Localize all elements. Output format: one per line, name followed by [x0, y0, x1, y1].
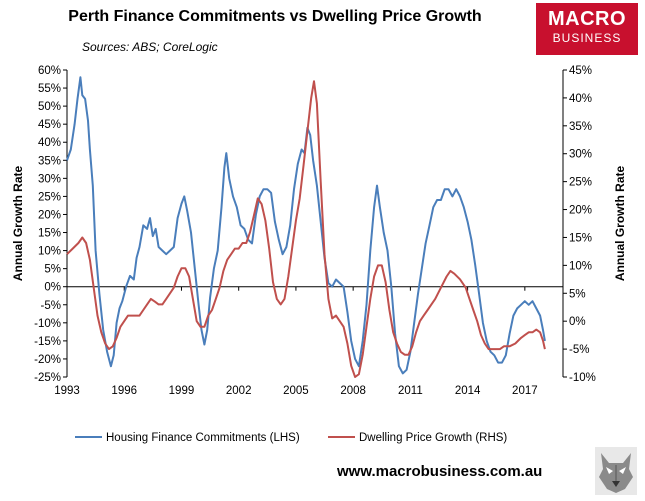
macrobusiness-logo: MACRO BUSINESS — [536, 3, 638, 55]
y-right-tick-label: 40% — [569, 93, 592, 105]
legend-label-2: Dwelling Price Growth (RHS) — [359, 432, 507, 444]
chart-ticks: 60% 55% 50% 45% 40% 35% 30% 25% 20% 15% 10% 5% 0% -5%… — [34, 65, 596, 397]
x-tick-label: 1999 — [169, 385, 195, 397]
x-tick-label: 2002 — [226, 385, 252, 397]
wolf-head-icon — [595, 447, 637, 495]
y-left-tick-label: 5% — [44, 264, 61, 276]
y-axis-label-left: Annual Growth Rate — [11, 166, 25, 282]
y-left-tick-label: -5% — [41, 300, 61, 312]
y-right-tick-label: 5% — [569, 288, 586, 300]
chart-axes — [66, 70, 564, 377]
series-line-1 — [66, 76, 546, 375]
y-left-tick-label: -25% — [34, 372, 61, 384]
y-left-tick-label: -20% — [34, 354, 61, 366]
chart-lines — [66, 76, 546, 378]
y-right-tick-label: 25% — [569, 177, 592, 189]
x-tick-label: 1993 — [54, 385, 80, 397]
y-left-tick-label: 10% — [38, 246, 61, 258]
y-left-tick-label: 20% — [38, 209, 61, 221]
x-tick-label: 2011 — [398, 385, 423, 397]
chart-legend: Housing Finance Commitments (LHS) Dwellin… — [75, 432, 507, 444]
x-tick-label: 2014 — [455, 385, 481, 397]
y-left-tick-label: -10% — [34, 318, 61, 330]
y-left-tick-label: 15% — [38, 228, 61, 240]
y-right-tick-label: 35% — [569, 121, 592, 133]
y-left-tick-label: 55% — [38, 83, 61, 95]
y-left-tick-label: -15% — [34, 336, 61, 348]
logo-line-1: MACRO — [547, 8, 627, 30]
y-left-tick-label: 30% — [38, 173, 61, 185]
x-tick-label: 2005 — [283, 385, 309, 397]
x-tick-label: 1996 — [111, 385, 137, 397]
y-left-tick-label: 50% — [38, 101, 61, 113]
y-left-tick-label: 35% — [38, 155, 61, 167]
y-right-tick-label: 0% — [569, 316, 586, 328]
y-axis-label-right: Annual Growth Rate — [613, 166, 627, 282]
chart-source: Sources: ABS; CoreLogic — [82, 40, 218, 54]
y-left-tick-label: 0% — [44, 282, 61, 294]
footer-url: www.macrobusiness.com.au — [337, 463, 543, 480]
y-left-tick-label: 40% — [38, 137, 61, 149]
x-tick-label: 2008 — [340, 385, 366, 397]
x-tick-label: 2017 — [512, 385, 538, 397]
y-right-tick-label: -10% — [569, 372, 596, 384]
y-right-tick-label: 20% — [569, 205, 592, 217]
y-left-tick-label: 25% — [38, 191, 61, 203]
legend-label-1: Housing Finance Commitments (LHS) — [106, 432, 300, 444]
y-right-tick-label: 10% — [569, 260, 592, 272]
y-right-tick-label: 30% — [569, 149, 592, 161]
y-right-tick-label: 45% — [569, 65, 592, 77]
chart-title: Perth Finance Commitments vs Dwelling Pr… — [68, 8, 482, 25]
y-left-tick-label: 60% — [38, 65, 61, 77]
y-right-tick-label: 15% — [569, 232, 592, 244]
series-line-2 — [66, 80, 546, 378]
y-left-tick-label: 45% — [38, 119, 61, 131]
logo-line-2: BUSINESS — [552, 31, 622, 45]
y-right-tick-label: -5% — [569, 344, 589, 356]
